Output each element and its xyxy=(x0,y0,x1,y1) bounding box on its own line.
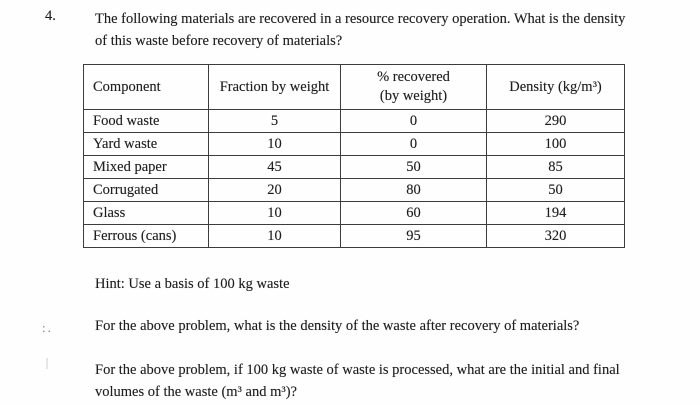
materials-table: Component Fraction by weight % recovered… xyxy=(83,64,625,248)
cell-component: Glass xyxy=(83,201,209,225)
cell-component: Food waste xyxy=(83,109,209,133)
cell-recovered: 60 xyxy=(340,201,487,225)
header-component: Component xyxy=(83,64,209,110)
question-1-line-1: The following materials are recovered in… xyxy=(95,11,626,27)
cell-recovered: 50 xyxy=(340,155,487,179)
question-1-line-2: of this waste before recovery of materia… xyxy=(95,33,343,49)
table-row: Mixed paper 45 50 85 xyxy=(83,155,625,179)
cell-density: 194 xyxy=(486,201,625,225)
cell-density: 100 xyxy=(486,132,625,156)
cell-recovered: 0 xyxy=(340,132,487,156)
question-1: The following materials are recovered in… xyxy=(95,8,680,52)
header-fraction: Fraction by weight xyxy=(208,64,341,110)
table-row: Corrugated 20 80 50 xyxy=(83,178,625,202)
cell-fraction: 45 xyxy=(208,155,341,179)
faint-scan-artifact xyxy=(46,358,48,369)
cell-density: 85 xyxy=(486,155,625,179)
faint-scan-artifact: :. xyxy=(42,320,53,335)
header-recovered-line-2: (by weight) xyxy=(379,88,448,104)
cell-component: Corrugated xyxy=(83,178,209,202)
problem-number: 4. xyxy=(45,8,56,24)
table-row: Food waste 5 0 290 xyxy=(83,109,625,133)
header-density: Density (kg/m³) xyxy=(486,64,625,110)
table-row: Yard waste 10 0 100 xyxy=(83,132,625,156)
question-3: For the above problem, if 100 kg waste o… xyxy=(95,360,680,403)
cell-recovered: 80 xyxy=(340,178,487,202)
cell-recovered: 0 xyxy=(340,109,487,133)
question-3-line-1: For the above problem, if 100 kg waste o… xyxy=(95,362,620,378)
question-2: For the above problem, what is the densi… xyxy=(95,318,580,334)
header-recovered: % recovered (by weight) xyxy=(340,64,487,110)
cell-fraction: 20 xyxy=(208,178,341,202)
cell-fraction: 10 xyxy=(208,201,341,225)
cell-density: 50 xyxy=(486,178,625,202)
cell-component: Mixed paper xyxy=(83,155,209,179)
question-3-line-2: volumes of the waste (m³ and m³)? xyxy=(95,383,297,400)
cell-fraction: 5 xyxy=(208,109,341,133)
cell-density: 320 xyxy=(486,224,625,248)
cell-density: 290 xyxy=(486,109,625,133)
table-header-row: Component Fraction by weight % recovered… xyxy=(83,64,625,110)
cell-component: Yard waste xyxy=(83,132,209,156)
cell-recovered: 95 xyxy=(340,224,487,248)
table-row: Ferrous (cans) 10 95 320 xyxy=(83,224,625,248)
header-recovered-line-1: % recovered xyxy=(377,69,450,85)
table-row: Glass 10 60 194 xyxy=(83,201,625,225)
hint-text: Hint: Use a basis of 100 kg waste xyxy=(95,276,290,292)
cell-component: Ferrous (cans) xyxy=(83,224,209,248)
cell-fraction: 10 xyxy=(208,132,341,156)
cell-fraction: 10 xyxy=(208,224,341,248)
